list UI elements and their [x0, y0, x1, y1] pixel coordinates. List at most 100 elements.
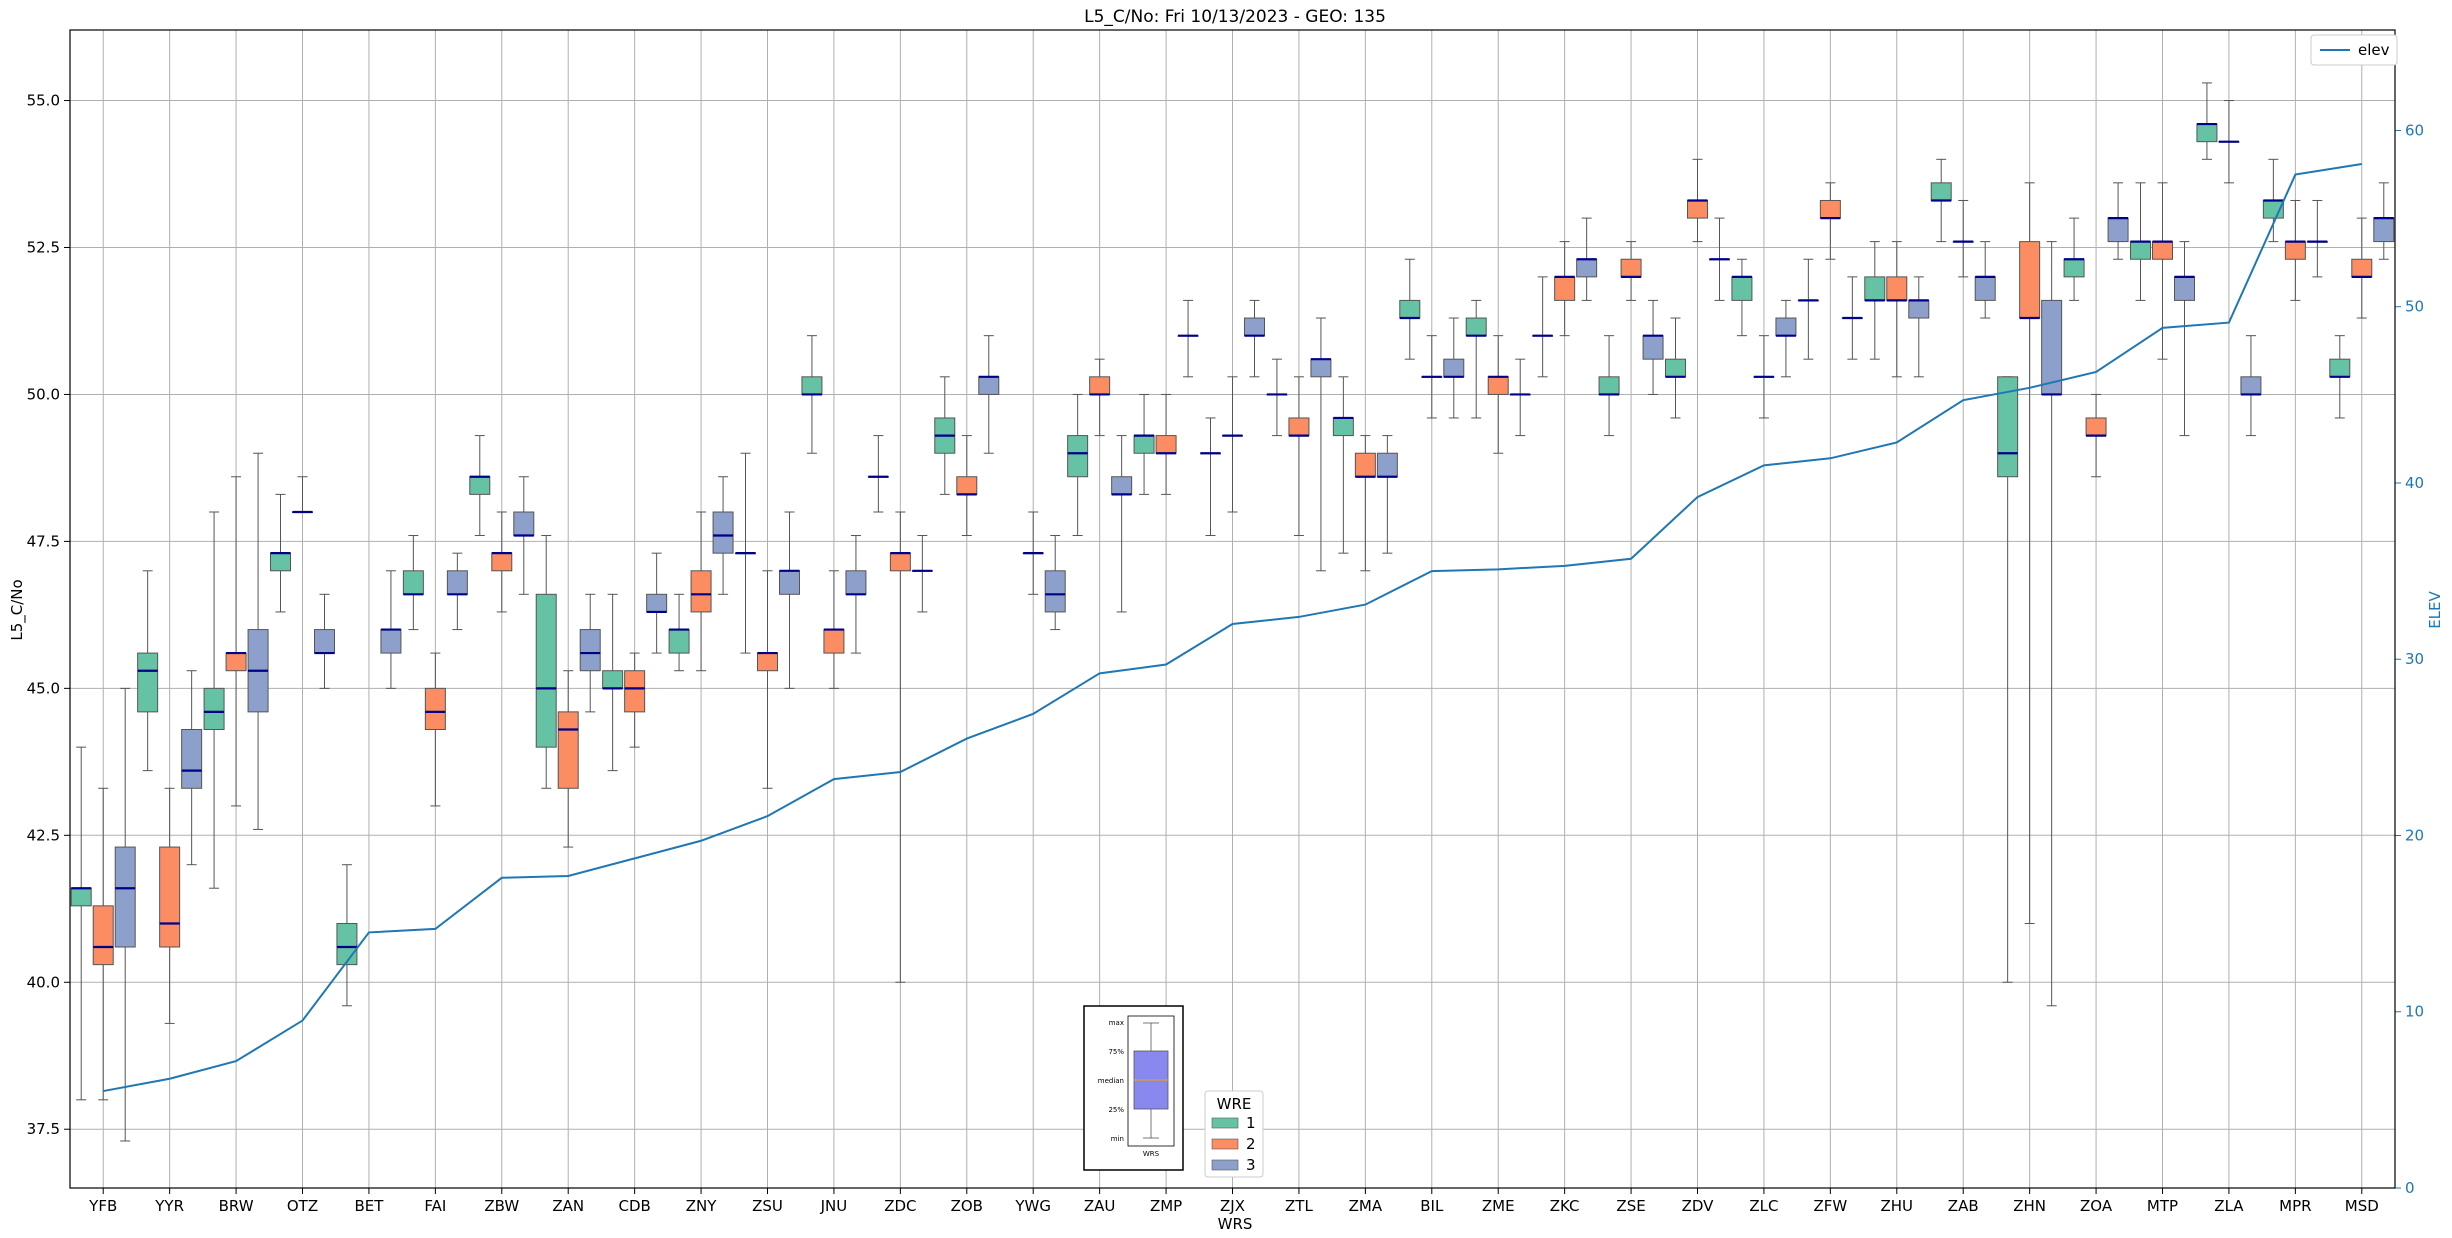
iqr-box: [1354, 452, 1376, 478]
box-otz-wre1: [270, 493, 291, 613]
box-zan-wre1: [535, 535, 557, 789]
box-zma-wre3: [1376, 435, 1398, 554]
iqr-box: [2284, 241, 2306, 260]
x-tick-label-zma: ZMA: [1349, 1197, 1383, 1215]
x-tick-label-ywg: YWG: [1014, 1197, 1051, 1215]
box-yfb-wre1: [70, 746, 92, 1101]
box-zkc-wre1: [1532, 276, 1554, 378]
box-key-label-min: min: [1111, 1135, 1124, 1143]
box-zdc-wre3: [911, 535, 933, 613]
y-tick-label-3: 45.0: [27, 679, 60, 697]
box-bil-wre2: [1421, 335, 1443, 419]
wre-legend-label-1: 1: [1246, 1114, 1256, 1132]
iqr-box: [491, 552, 513, 572]
box-ztl-wre3: [1310, 317, 1332, 572]
y2-tick-label-0: 0: [2405, 1179, 2415, 1197]
box-zlc-wre2: [1753, 335, 1775, 419]
x-tick-label-jnu: JNU: [820, 1197, 848, 1215]
box-zfw-wre2: [1819, 182, 1841, 260]
iqr-box: [424, 687, 446, 731]
y2-tick-label-3: 30: [2405, 650, 2424, 668]
box-zan-wre2: [557, 670, 579, 848]
wre-legend-label-3: 3: [1246, 1156, 1256, 1174]
box-cdb-wre2: [624, 652, 646, 748]
box-zla-wre3: [2240, 335, 2262, 437]
iqr-box: [1598, 376, 1620, 395]
box-zla-wre2: [2218, 100, 2240, 184]
y2-tick-label-6: 60: [2405, 121, 2424, 139]
box-jnu-wre3: [845, 535, 867, 654]
box-otz-wre3: [314, 593, 335, 689]
iqr-box: [2196, 123, 2218, 143]
box-msd-wre1: [2329, 335, 2351, 419]
box-bil-wre3: [1443, 317, 1465, 419]
x-tick-label-zny: ZNY: [686, 1197, 717, 1215]
box-zhu-wre1: [1864, 241, 1886, 360]
iqr-box: [557, 711, 579, 789]
box-zsu-wre1: [735, 452, 756, 654]
iqr-box: [845, 570, 867, 595]
box-zse-wre2: [1620, 241, 1642, 301]
x-tick-label-zjx: ZJX: [1220, 1197, 1245, 1215]
box-zan-wre3: [579, 593, 601, 713]
iqr-box: [2240, 376, 2262, 395]
iqr-box: [513, 511, 535, 537]
iqr-box: [779, 570, 800, 595]
y-tick-label-2: 42.5: [27, 826, 60, 844]
y2-tick-label-2: 20: [2405, 826, 2424, 844]
iqr-box: [978, 376, 1000, 395]
box-key-label-25: 25%: [1108, 1106, 1124, 1114]
iqr-box: [1974, 276, 1996, 301]
box-yfb-wre3: [114, 687, 136, 1142]
iqr-box: [1642, 335, 1664, 360]
box-zjx-wre3: [1244, 299, 1265, 378]
box-zma-wre2: [1354, 435, 1376, 572]
iqr-box: [2130, 241, 2151, 260]
x-tick-label-yfb: YFB: [88, 1197, 117, 1215]
box-zse-wre1: [1598, 335, 1620, 437]
x-tick-label-zhu: ZHU: [1881, 1197, 1914, 1215]
wre-legend: WRE 1 2 3: [1204, 1090, 1264, 1178]
box-zmp-wre3: [1177, 299, 1199, 378]
elev-line: [103, 162, 2362, 1093]
iqr-box: [1819, 199, 1841, 219]
box-zbw-wre1: [469, 435, 491, 537]
box-key-xlabel: WRS: [1143, 1150, 1160, 1158]
iqr-box: [2063, 258, 2085, 278]
iqr-box: [668, 629, 690, 654]
x-tick-label-zkc: ZKC: [1550, 1197, 1580, 1215]
x-tick-label-bil: BIL: [1420, 1197, 1444, 1215]
iqr-box: [469, 476, 491, 495]
box-zhn-wre3: [2041, 241, 2063, 1007]
box-zob-wre2: [956, 435, 978, 537]
iqr-box: [446, 570, 468, 595]
box-zoa-wre2: [2085, 393, 2107, 478]
box-fai-wre3: [446, 552, 468, 631]
iqr-box: [1443, 358, 1465, 378]
iqr-box: [402, 570, 424, 595]
x-tick-label-zmp: ZMP: [1150, 1197, 1182, 1215]
plot-frame: [69, 29, 2396, 1189]
iqr-box: [1376, 452, 1398, 478]
iqr-box: [823, 629, 845, 654]
iqr-box: [1731, 276, 1753, 301]
x-tick-label-zhn: ZHN: [2013, 1197, 2046, 1215]
y-tick-label-0: 37.5: [27, 1120, 60, 1138]
box-zme-wre3: [1509, 358, 1531, 437]
box-zau-wre1: [1067, 393, 1089, 537]
iqr-box: [181, 729, 203, 789]
iqr-box: [70, 887, 92, 907]
box-mtp-wre1: [2130, 182, 2151, 301]
iqr-box: [2019, 241, 2041, 319]
y2-tick-label-1: 10: [2405, 1003, 2424, 1021]
box-cdb-wre3: [646, 552, 668, 654]
box-mpr-wre2: [2284, 199, 2306, 301]
box-zkc-wre2: [1554, 241, 1576, 337]
elev-legend-frame: [2310, 34, 2398, 66]
iqr-box: [1687, 199, 1708, 219]
box-zdc-wre2: [889, 511, 911, 983]
axes: YFB YYR BRW OTZ BET FAI ZBW ZAN CDB ZNY ZSU JNU ZDC Z…: [27, 29, 2424, 1215]
box-bet-wre3: [380, 570, 402, 689]
iqr-box: [1332, 417, 1354, 437]
